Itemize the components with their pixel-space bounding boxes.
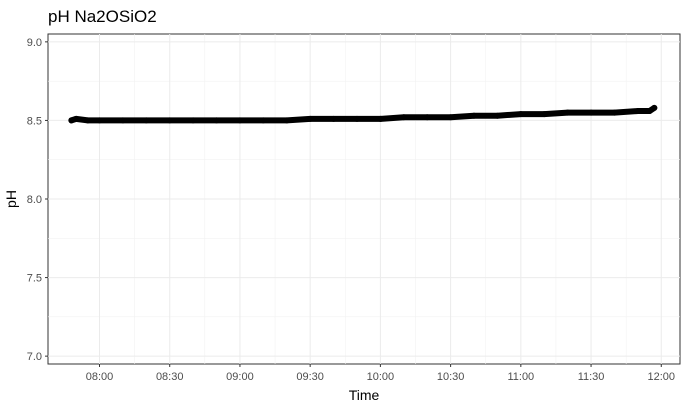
data-point (68, 117, 75, 124)
data-point (494, 112, 501, 119)
y-axis-title: pH (3, 190, 19, 208)
y-tick-label: 8.0 (27, 194, 42, 206)
x-tick-label: 11:00 (507, 371, 534, 383)
data-point (330, 115, 337, 122)
y-axis: 7.0 7.5 8.0 8.5 9.0 (27, 37, 48, 363)
data-point (471, 112, 477, 119)
data-point (588, 109, 595, 116)
data-point (236, 117, 243, 124)
data-point (190, 117, 197, 124)
y-tick-label: 8.5 (27, 115, 42, 127)
data-point (354, 115, 360, 122)
data-point (119, 117, 126, 124)
data-point (307, 115, 314, 122)
x-axis-title: Time (349, 387, 380, 403)
x-tick-label: 12:00 (648, 371, 676, 383)
data-point (143, 117, 150, 124)
x-tick-label: 09:00 (226, 371, 254, 383)
data-point (611, 109, 618, 116)
data-point (634, 108, 641, 114)
data-point (646, 108, 653, 114)
y-tick-label: 9.0 (27, 37, 42, 49)
x-tick-label: 10:00 (367, 371, 395, 383)
x-tick-label: 08:30 (156, 371, 184, 383)
data-point (213, 117, 220, 124)
data-point (377, 115, 384, 122)
data-point (166, 117, 173, 124)
data-point (283, 117, 290, 124)
x-tick-label: 10:30 (437, 371, 465, 383)
data-point (400, 114, 407, 121)
x-axis: 08:00 08:30 09:00 09:30 10:00 10:30 11:00 11:30… (86, 364, 675, 383)
data-point (84, 117, 91, 124)
data-point (564, 109, 571, 116)
x-tick-label: 11:30 (578, 371, 605, 383)
y-tick-label: 7.0 (27, 351, 42, 363)
grid-lines (48, 34, 680, 364)
x-tick-label: 08:00 (86, 371, 114, 383)
chart-title: pH Na2OSiO2 (48, 7, 157, 26)
data-point (424, 114, 431, 121)
data-point (73, 115, 80, 122)
data-point (651, 104, 658, 111)
data-point (96, 117, 103, 124)
data-point (260, 117, 267, 124)
data-point (447, 114, 454, 121)
data-point (517, 111, 524, 118)
x-tick-label: 09:30 (296, 371, 324, 383)
data-point (541, 111, 548, 118)
data-series (68, 104, 658, 124)
y-tick-label: 7.5 (27, 273, 42, 285)
